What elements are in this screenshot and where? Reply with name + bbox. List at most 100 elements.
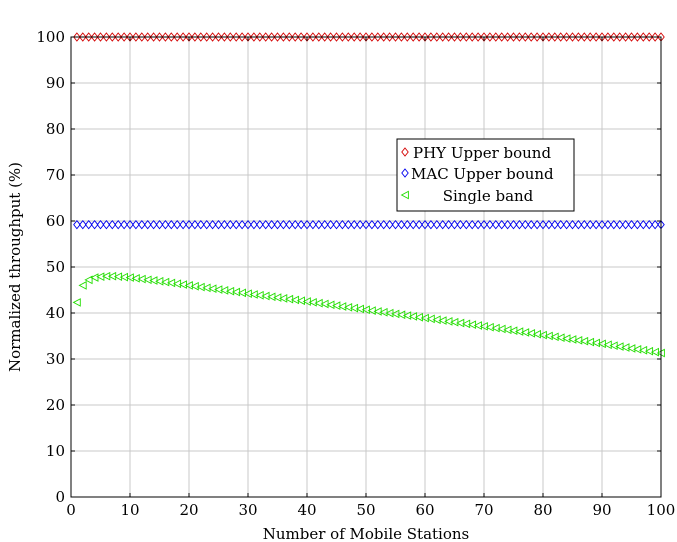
data-point (527, 32, 535, 42)
x-tick-label: 20 (179, 501, 198, 519)
legend-marker (401, 147, 409, 157)
data-point (533, 32, 541, 42)
data-point (450, 219, 459, 230)
x-tick-label: 40 (297, 501, 316, 519)
data-point (468, 32, 476, 42)
data-point (486, 32, 494, 42)
series-layer (72, 32, 665, 358)
data-point (450, 32, 459, 42)
y-tick-label: 0 (55, 488, 65, 506)
data-point (598, 219, 606, 230)
data-point (73, 32, 81, 42)
data-point (291, 219, 299, 230)
data-point (244, 219, 252, 230)
data-point (362, 219, 370, 230)
data-point (562, 219, 571, 230)
data-point (610, 219, 618, 230)
x-tick-label: 90 (592, 501, 611, 519)
data-point (220, 32, 229, 42)
data-point (344, 32, 353, 42)
data-point (226, 219, 235, 230)
legend: PHY Upper bound MAC Upper bound Single b… (396, 138, 575, 212)
data-point (173, 219, 181, 230)
legend-label-mac: MAC Upper bound (411, 165, 554, 183)
series-1 (73, 219, 665, 230)
data-point (539, 219, 547, 230)
data-point (639, 32, 648, 42)
data-point (438, 219, 447, 230)
data-point (527, 219, 535, 230)
data-point (256, 219, 264, 230)
data-point (568, 219, 577, 230)
x-tick-label: 60 (415, 501, 434, 519)
y-tick-label: 10 (46, 442, 65, 460)
data-point (645, 32, 653, 42)
data-point (102, 32, 111, 42)
data-point (651, 219, 659, 230)
data-point (155, 219, 164, 230)
data-point (480, 219, 488, 230)
legend-marker-single (400, 190, 409, 200)
data-point (438, 32, 447, 42)
legend-marker-mac (401, 168, 409, 178)
data-point (303, 219, 311, 230)
data-point (474, 32, 482, 42)
data-point (149, 32, 158, 42)
data-point (397, 32, 406, 42)
x-tick-label: 50 (356, 501, 375, 519)
y-tick-label: 80 (46, 120, 65, 138)
data-point (285, 32, 294, 42)
data-point (409, 219, 417, 230)
data-point (338, 32, 347, 42)
data-point (556, 219, 565, 230)
data-point (421, 219, 429, 230)
data-point (326, 32, 335, 42)
data-point (143, 219, 152, 230)
data-point (114, 219, 122, 230)
legend-marker (401, 168, 409, 178)
data-point (633, 32, 642, 42)
data-point (586, 32, 594, 42)
data-point (497, 32, 506, 42)
data-point (261, 32, 270, 42)
data-point (315, 219, 323, 230)
data-point (84, 32, 93, 42)
data-point (509, 32, 518, 42)
data-point (515, 219, 524, 230)
data-point (161, 32, 170, 42)
legend-marker (400, 190, 409, 200)
data-point (356, 219, 364, 230)
data-point (427, 219, 435, 230)
data-point (208, 32, 217, 42)
legend-box (396, 138, 575, 212)
data-point (72, 298, 81, 307)
legend-label-phy: PHY Upper bound (413, 144, 551, 162)
data-point (161, 219, 170, 230)
data-point (78, 281, 87, 290)
data-point (250, 32, 258, 42)
data-point (474, 219, 482, 230)
y-tick-label: 20 (46, 396, 65, 414)
data-point (374, 32, 382, 42)
data-point (226, 32, 235, 42)
data-point (574, 32, 583, 42)
data-point (332, 32, 341, 42)
data-point (397, 219, 406, 230)
data-point (261, 219, 270, 230)
data-point (79, 219, 87, 230)
data-point (138, 32, 146, 42)
data-point (84, 275, 93, 285)
y-tick-label: 60 (46, 212, 65, 230)
data-point (385, 219, 394, 230)
data-point (533, 219, 541, 230)
data-point (138, 219, 146, 230)
data-point (468, 219, 476, 230)
data-point (179, 219, 187, 230)
data-point (208, 219, 217, 230)
data-point (338, 219, 347, 230)
data-point (167, 32, 176, 42)
data-point (379, 32, 388, 42)
x-tick-label: 10 (120, 501, 139, 519)
data-point (273, 219, 282, 230)
data-point (238, 219, 246, 230)
